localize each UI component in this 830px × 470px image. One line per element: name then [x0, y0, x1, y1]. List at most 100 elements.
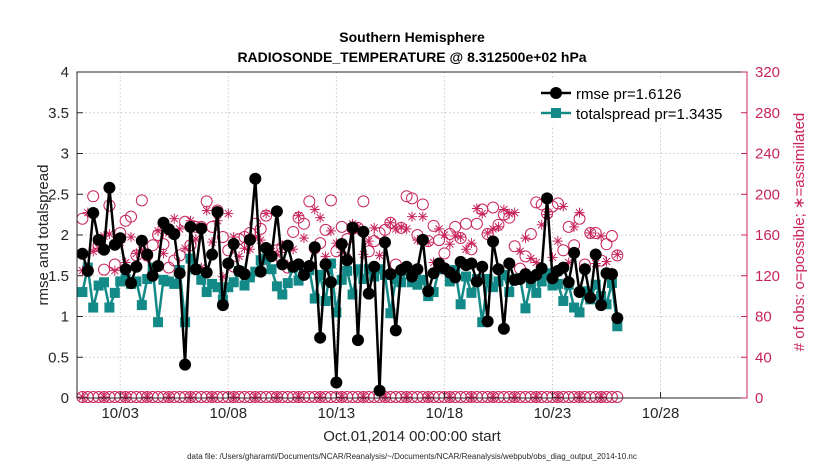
- rmse-marker: [476, 260, 489, 273]
- rmse-marker: [303, 259, 316, 272]
- rmse-marker: [184, 220, 197, 233]
- rmse-marker: [254, 265, 267, 278]
- spread-marker: [196, 274, 207, 285]
- obs-assimilated-marker: [261, 208, 272, 219]
- legend-spread-marker: [551, 108, 561, 118]
- rmse-marker: [422, 285, 435, 298]
- rmse-marker: [368, 260, 381, 273]
- obs-assimilated-marker: [461, 244, 472, 255]
- rmse-marker: [146, 269, 159, 282]
- obs-zero-marker: [611, 391, 624, 403]
- obs-assimilated-marker: [293, 210, 304, 221]
- spread-marker: [412, 279, 423, 290]
- legend-box: [536, 79, 740, 125]
- rmse-marker: [319, 258, 332, 271]
- spread-marker: [558, 296, 569, 307]
- rmse-marker: [281, 239, 294, 252]
- rmse-marker: [141, 248, 154, 261]
- rmse-marker: [595, 299, 608, 312]
- obs-assimilated-marker: [569, 221, 580, 232]
- rmse-marker: [200, 266, 213, 279]
- y-tick-label: 3.5: [48, 105, 69, 122]
- x-axis-label: Oct.01,2014 00:00:00 start: [323, 428, 501, 445]
- obs-assimilated-marker: [109, 265, 120, 276]
- obs-assimilated-marker: [385, 217, 396, 228]
- legend-spread-label: totalspread pr=1.3435: [576, 106, 722, 123]
- spread-marker: [358, 274, 369, 285]
- rmse-marker: [179, 358, 192, 371]
- spread-marker: [104, 302, 115, 313]
- spread-marker: [136, 300, 147, 311]
- obs-zero-marker: [605, 391, 618, 403]
- rmse-marker: [130, 260, 143, 273]
- rmse-marker: [465, 257, 478, 270]
- y-right-tick-label: 120: [755, 268, 780, 285]
- rmse-marker: [103, 181, 116, 194]
- rmse-marker: [503, 257, 516, 270]
- rmse-marker: [389, 324, 402, 337]
- rmse-marker: [449, 271, 462, 284]
- rmse-marker: [297, 268, 310, 281]
- obs-assimilated-marker: [612, 249, 623, 260]
- obs-assimilated-marker: [369, 222, 380, 233]
- rmse-marker: [119, 263, 132, 276]
- obs-possible-marker: [400, 190, 413, 203]
- y-right-tick-label: 240: [755, 146, 780, 163]
- y-tick-label: 0: [61, 390, 69, 407]
- spread-marker: [309, 293, 320, 304]
- obs-possible-marker: [173, 249, 186, 262]
- rmse-marker: [114, 232, 127, 245]
- obs-possible-marker: [216, 231, 229, 244]
- obs-assimilated-marker: [574, 207, 585, 218]
- spread-marker: [347, 289, 358, 300]
- obs-possible-marker: [530, 196, 543, 209]
- spread-marker: [455, 299, 466, 310]
- spread-marker: [109, 287, 120, 298]
- spread-marker: [228, 277, 239, 288]
- obs-assimilated-marker: [374, 250, 385, 261]
- spread-marker: [417, 274, 428, 285]
- spread-marker: [271, 281, 282, 292]
- rmse-marker: [611, 312, 624, 325]
- obs-assimilated-marker: [401, 223, 412, 234]
- obs-assimilated-marker: [493, 221, 504, 232]
- y-tick-label: 2: [61, 227, 69, 244]
- spread-marker: [142, 274, 153, 285]
- spread-marker: [293, 275, 304, 286]
- obs-assimilated-marker: [471, 203, 482, 214]
- rmse-marker: [270, 205, 283, 218]
- spread-marker: [466, 287, 477, 298]
- spread-marker: [207, 278, 218, 289]
- y-right-tick-label: 280: [755, 105, 780, 122]
- rmse-marker: [373, 384, 386, 397]
- spread-marker: [115, 276, 126, 287]
- rmse-marker: [330, 376, 343, 389]
- spread-marker: [336, 274, 347, 285]
- rmse-marker: [152, 259, 165, 272]
- spread-marker: [244, 272, 255, 283]
- obs-assimilated-marker: [444, 239, 455, 250]
- spread-marker: [331, 307, 342, 318]
- spread-marker: [88, 302, 99, 313]
- spread-marker: [390, 274, 401, 285]
- spread-marker: [315, 269, 326, 280]
- obs-assimilated-marker: [201, 205, 212, 216]
- obs-possible-marker: [416, 198, 429, 211]
- y-tick-label: 4: [61, 64, 69, 81]
- y-right-tick-label: 0: [755, 390, 763, 407]
- rmse-marker: [568, 246, 581, 259]
- spread-marker: [385, 308, 396, 319]
- x-tick-label: 10/13: [318, 405, 356, 422]
- spread-marker: [180, 317, 191, 328]
- rmse-marker: [276, 258, 289, 271]
- rmse-marker: [589, 248, 602, 261]
- rmse-marker: [481, 315, 494, 328]
- spread-marker: [444, 276, 455, 287]
- rmse-marker: [168, 228, 181, 241]
- ticks: 00.511.522.533.5404080120160200240280320…: [48, 64, 780, 422]
- spread-marker: [352, 264, 363, 275]
- rmse-marker: [135, 234, 148, 247]
- rmse-marker: [238, 268, 251, 281]
- spread-marker: [569, 302, 580, 313]
